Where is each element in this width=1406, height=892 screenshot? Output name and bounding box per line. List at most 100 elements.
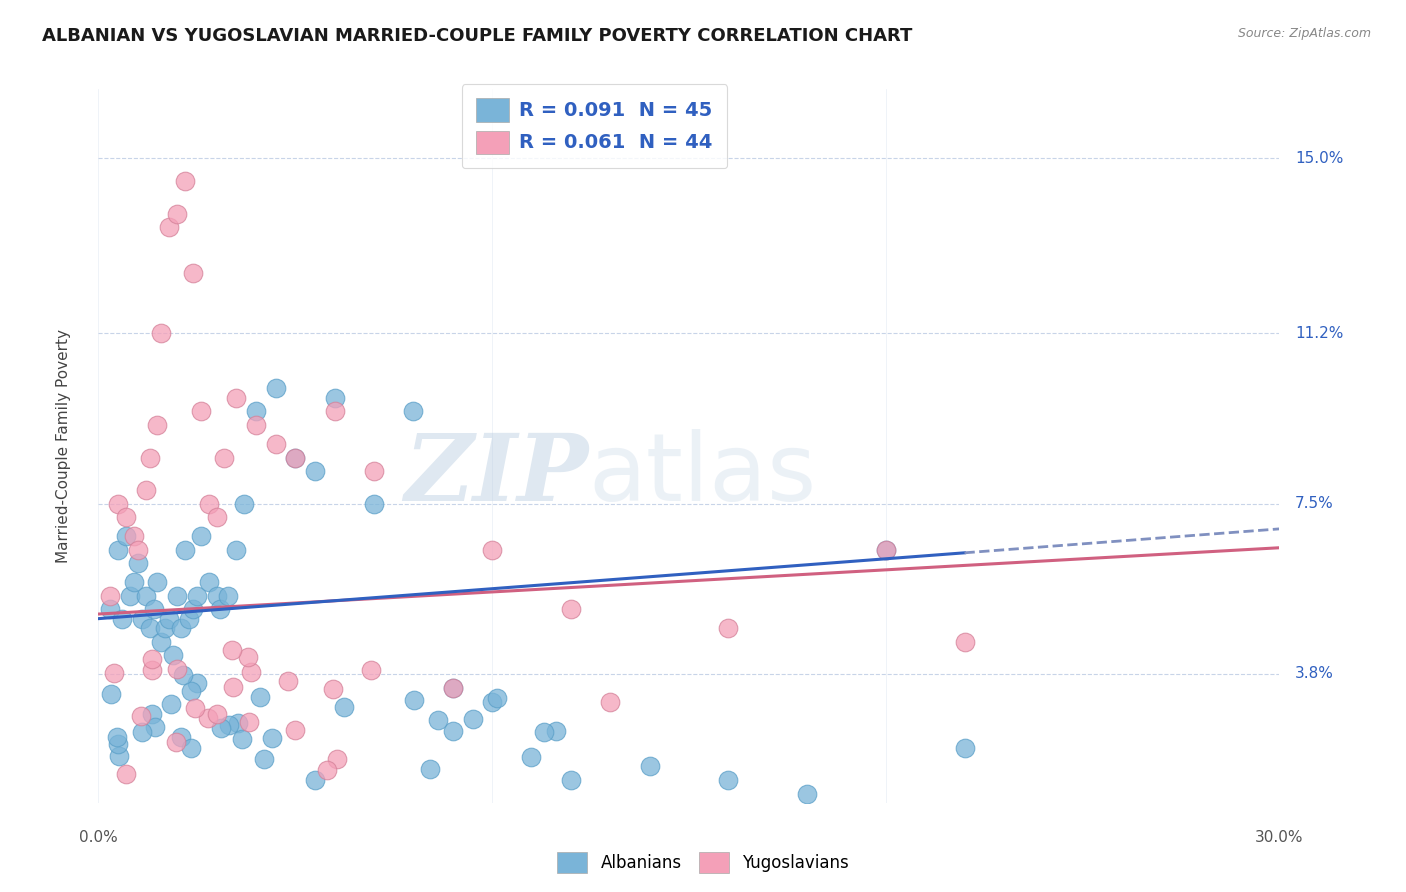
Point — [143, 720, 166, 734]
Point — [560, 602, 582, 616]
Point — [146, 418, 169, 433]
Text: 0.0%: 0.0% — [79, 830, 118, 846]
Point — [155, 621, 177, 635]
Text: 3.8%: 3.8% — [1295, 666, 1334, 681]
Point — [360, 663, 382, 677]
Point — [233, 497, 256, 511]
Point — [560, 772, 582, 787]
Point — [486, 691, 509, 706]
Point — [141, 663, 163, 677]
Text: ALBANIAN VS YUGOSLAVIAN MARRIED-COUPLE FAMILY POVERTY CORRELATION CHART: ALBANIAN VS YUGOSLAVIAN MARRIED-COUPLE F… — [42, 27, 912, 45]
Point — [197, 711, 219, 725]
Point — [231, 732, 253, 747]
Point — [332, 699, 354, 714]
Point — [238, 715, 260, 730]
Point — [546, 723, 568, 738]
Point — [103, 665, 125, 680]
Legend: Albanians, Yugoslavians: Albanians, Yugoslavians — [551, 846, 855, 880]
Point — [481, 542, 503, 557]
Point — [221, 643, 243, 657]
Point — [402, 404, 425, 418]
Point — [166, 589, 188, 603]
Point — [260, 731, 283, 745]
Point — [100, 688, 122, 702]
Point — [150, 326, 173, 341]
Point — [108, 749, 131, 764]
Point — [441, 681, 464, 695]
Point — [111, 612, 134, 626]
Point — [131, 725, 153, 739]
Point — [184, 700, 207, 714]
Point — [239, 665, 262, 680]
Text: 7.5%: 7.5% — [1295, 496, 1334, 511]
Point — [115, 510, 138, 524]
Point — [122, 529, 145, 543]
Point — [245, 404, 267, 418]
Point — [138, 450, 160, 465]
Point — [107, 497, 129, 511]
Point — [127, 542, 149, 557]
Point — [157, 612, 180, 626]
Point — [197, 574, 219, 589]
Point — [135, 589, 157, 603]
Point — [222, 680, 245, 694]
Point — [162, 648, 184, 663]
Point — [218, 718, 240, 732]
Point — [115, 767, 138, 781]
Point — [323, 404, 346, 418]
Text: 30.0%: 30.0% — [1256, 830, 1303, 846]
Text: 15.0%: 15.0% — [1295, 151, 1344, 166]
Point — [131, 709, 153, 723]
Point — [717, 621, 740, 635]
Point — [315, 763, 337, 777]
Point — [170, 621, 193, 635]
Point — [717, 772, 740, 787]
Point — [115, 529, 138, 543]
Point — [177, 612, 200, 626]
Point — [181, 602, 204, 616]
Point — [141, 652, 163, 666]
Point — [186, 589, 208, 603]
Point — [284, 450, 307, 465]
Point — [174, 174, 197, 188]
Point — [209, 721, 232, 735]
Point — [599, 694, 621, 708]
Point — [122, 574, 145, 589]
Point — [363, 497, 385, 511]
Point — [166, 662, 188, 676]
Point — [481, 694, 503, 708]
Point — [217, 589, 239, 603]
Text: 11.2%: 11.2% — [1295, 326, 1344, 341]
Point — [181, 266, 204, 280]
Point — [190, 529, 212, 543]
Point — [197, 497, 219, 511]
Point — [174, 542, 197, 557]
Point — [284, 450, 307, 465]
Point — [205, 510, 228, 524]
Point — [796, 787, 818, 801]
Point — [209, 602, 232, 616]
Point — [157, 220, 180, 235]
Point — [138, 621, 160, 635]
Point — [304, 464, 326, 478]
Point — [146, 574, 169, 589]
Point — [441, 724, 464, 739]
Text: Source: ZipAtlas.com: Source: ZipAtlas.com — [1237, 27, 1371, 40]
Point — [180, 684, 202, 698]
Point — [107, 737, 129, 751]
Point — [953, 740, 976, 755]
Point — [419, 762, 441, 776]
Point — [131, 612, 153, 626]
Point — [141, 706, 163, 721]
Point — [107, 730, 129, 744]
Point — [953, 634, 976, 648]
Point — [166, 206, 188, 220]
Point — [875, 542, 897, 557]
Point — [225, 391, 247, 405]
Point — [441, 681, 464, 695]
Point — [98, 589, 121, 603]
Point — [118, 589, 141, 603]
Point — [186, 676, 208, 690]
Point — [249, 690, 271, 704]
Point — [304, 772, 326, 787]
